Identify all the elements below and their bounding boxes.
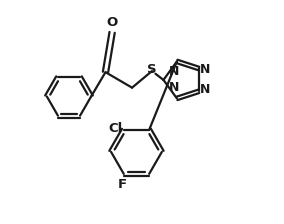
Text: S: S	[147, 63, 157, 76]
Text: F: F	[118, 178, 127, 191]
Text: N: N	[168, 82, 179, 95]
Text: Cl: Cl	[108, 121, 123, 135]
Text: N: N	[200, 63, 210, 76]
Text: N: N	[168, 65, 179, 78]
Text: O: O	[106, 16, 118, 29]
Text: N: N	[200, 83, 210, 96]
